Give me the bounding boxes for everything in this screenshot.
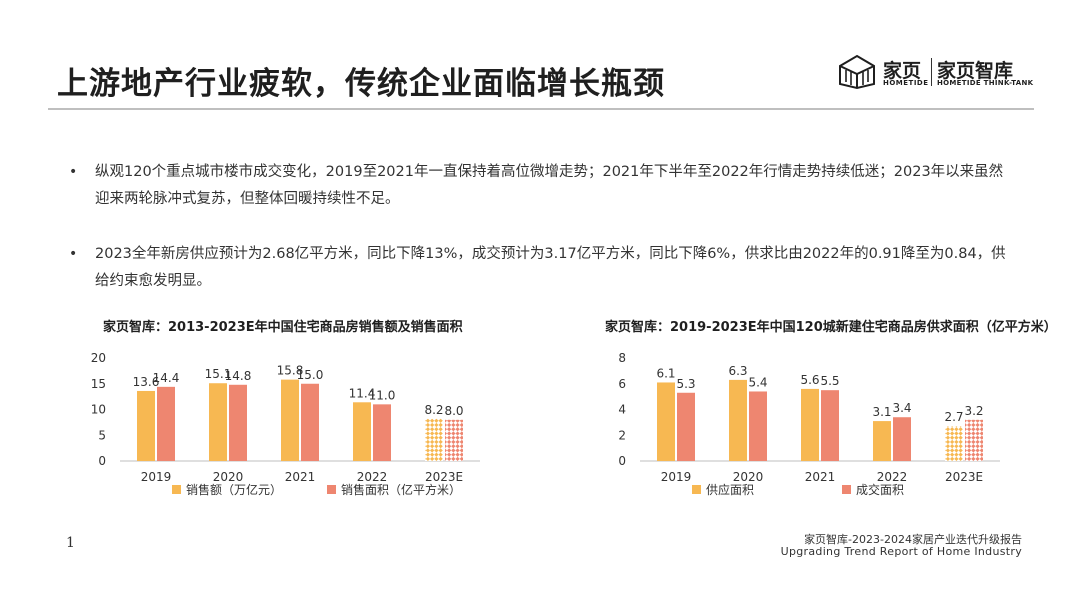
bullet-dot-icon: • — [69, 246, 78, 262]
x-tick-label: 2021 — [285, 470, 316, 484]
data-label: 6.1 — [656, 366, 675, 380]
x-tick-label: 2019 — [141, 470, 172, 484]
x-tick-label: 2022 — [877, 470, 908, 484]
hometide-logo-icon — [839, 54, 875, 90]
data-label: 8.0 — [444, 404, 463, 418]
bullet-paragraph-2: 2023全年新房供应预计为2.68亿平方米，同比下降13%，成交预计为3.17亿… — [95, 246, 1006, 289]
x-tick-label: 2022 — [357, 470, 388, 484]
bullet-dot-icon: • — [69, 164, 78, 180]
data-label: 5.6 — [800, 373, 819, 387]
brand-logo: 家页 HOMETIDE 家页智库 HOMETIDE THINK-TANK — [838, 52, 1033, 92]
x-tick-label: 2020 — [213, 470, 244, 484]
bar-2019-series-1 — [137, 390, 155, 461]
data-label: 3.1 — [872, 405, 891, 419]
bar-2023E-series-2 — [445, 419, 463, 461]
bar-2020-series-1 — [729, 379, 747, 461]
data-label: 8.2 — [424, 403, 443, 417]
data-label: 11.4 — [349, 386, 376, 400]
y-tick-label: 4 — [618, 403, 626, 417]
logo-separator — [931, 58, 932, 86]
legend-label: 供应面积 — [706, 482, 754, 497]
bar-2021-series-2 — [301, 383, 319, 461]
legend-swatch — [692, 485, 701, 494]
data-label: 5.5 — [820, 374, 839, 388]
data-label: 11.0 — [369, 388, 396, 402]
x-tick-label: 2020 — [733, 470, 764, 484]
chart-2-title: 家页智库：2019-2023E年中国120城新建住宅商品房供求面积（亿平方米） — [605, 320, 1057, 335]
chart-1-sales-revenue-area: 0 5 10 15 20 13.614.4 2019 15.114.8 2020 15.815.0… — [91, 351, 480, 497]
logo-brand-en: HOMETIDE — [883, 79, 929, 87]
x-tick-label: 2023E — [425, 470, 463, 484]
data-label: 3.2 — [964, 404, 983, 418]
footer-report-title-en: Upgrading Trend Report of Home Industry — [780, 545, 1022, 558]
y-tick-label: 8 — [618, 351, 626, 365]
legend-swatch — [842, 485, 851, 494]
data-label: 3.4 — [892, 401, 911, 415]
legend-swatch — [327, 485, 336, 494]
chart-1-title: 家页智库：2013-2023E年中国住宅商品房销售额及销售面积 — [103, 320, 463, 335]
data-label: 13.6 — [133, 375, 160, 389]
bar-2022-series-2 — [373, 404, 391, 461]
bar-2020-series-2 — [229, 384, 247, 461]
data-label: 5.4 — [748, 375, 767, 389]
bar-2022-series-1 — [353, 402, 371, 461]
legend-swatch — [172, 485, 181, 494]
x-tick-label: 2023E — [945, 470, 983, 484]
logo-brand-cn: 家页 — [883, 60, 922, 82]
bar-2023E-series-1 — [945, 426, 963, 461]
bar-2022-series-1 — [873, 421, 891, 461]
legend-label: 销售额（万亿元） — [186, 482, 282, 497]
bar-2021-series-1 — [801, 388, 819, 461]
y-tick-label: 10 — [91, 403, 106, 417]
legend-label: 销售面积（亿平方米） — [341, 482, 461, 497]
y-tick-label: 2 — [618, 428, 626, 442]
data-label: 14.4 — [153, 371, 180, 385]
logo-think-tank-en: HOMETIDE THINK-TANK — [937, 79, 1034, 87]
data-label: 14.8 — [225, 369, 252, 383]
legend-label: 成交面积 — [856, 482, 904, 497]
bar-2021-series-1 — [281, 379, 299, 461]
bar-2019-series-2 — [157, 386, 175, 461]
page-title: 上游地产行业疲软，传统企业面临增长瓶颈 — [57, 66, 665, 102]
bar-2019-series-1 — [657, 382, 675, 461]
y-tick-label: 5 — [98, 428, 106, 442]
bullet-paragraph-1: 纵观120个重点城市楼市成交变化，2019至2021年一直保持着高位微增走势；2… — [95, 164, 1004, 207]
bar-2020-series-2 — [749, 391, 767, 461]
y-tick-label: 0 — [618, 454, 626, 468]
data-label: 15.0 — [297, 368, 324, 382]
y-tick-label: 0 — [98, 454, 106, 468]
bar-2022-series-2 — [893, 417, 911, 461]
data-label: 5.3 — [676, 377, 695, 391]
y-tick-label: 15 — [91, 377, 106, 391]
bar-2023E-series-1 — [425, 418, 443, 461]
x-tick-label: 2021 — [805, 470, 836, 484]
data-label: 6.3 — [728, 364, 747, 378]
footer-report-title-cn: 家页智库-2023-2024家居产业迭代升级报告 — [804, 533, 1022, 546]
bar-2023E-series-2 — [965, 419, 983, 461]
bar-2021-series-2 — [821, 390, 839, 461]
bar-2019-series-2 — [677, 392, 695, 461]
logo-think-tank-cn: 家页智库 — [937, 60, 1014, 82]
data-label: 15.1 — [205, 367, 232, 381]
y-tick-label: 20 — [91, 351, 106, 365]
data-label: 15.8 — [277, 364, 304, 378]
bar-2020-series-1 — [209, 383, 227, 461]
page-number: 1 — [66, 535, 75, 551]
title-divider — [48, 108, 1034, 110]
x-tick-label: 2019 — [661, 470, 692, 484]
y-tick-label: 6 — [618, 377, 626, 391]
data-label: 2.7 — [944, 410, 963, 424]
